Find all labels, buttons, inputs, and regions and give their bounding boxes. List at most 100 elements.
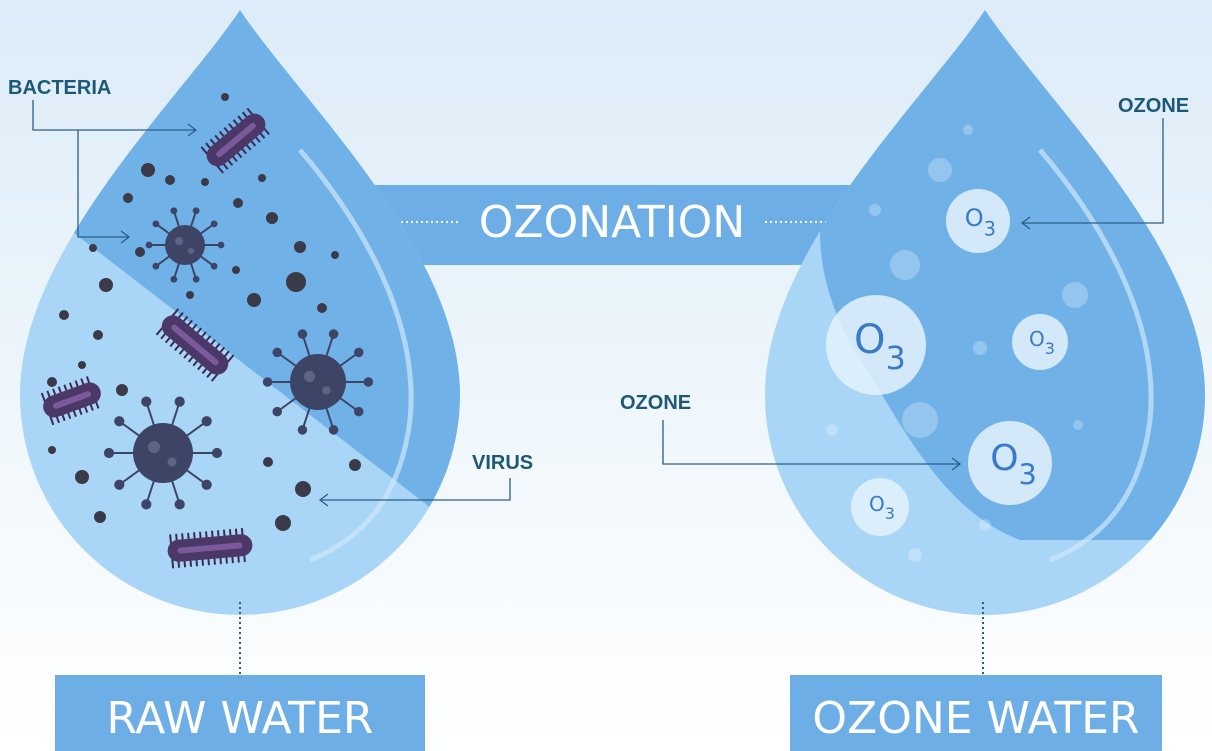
process-label: OZONATION (479, 197, 745, 248)
particle (317, 303, 327, 313)
symbol: O (965, 204, 984, 232)
small-bubble (908, 548, 922, 562)
particle (59, 310, 69, 320)
particle (99, 278, 113, 292)
virus-body (133, 423, 193, 483)
particle (294, 241, 306, 253)
particle (93, 330, 103, 340)
spike-tip (175, 499, 185, 509)
particle (247, 293, 261, 307)
small-bubble (963, 125, 973, 135)
raw-water-label: RAW WATER (106, 693, 373, 744)
body: OZONATION O3O3O3O3O3 BACTERIA VIRUS OZON… (0, 0, 1212, 751)
particle (331, 251, 339, 259)
particle (295, 481, 311, 497)
small-bubble (1073, 420, 1083, 430)
particle (165, 175, 175, 185)
spike-tip (272, 348, 282, 358)
particle (263, 457, 273, 467)
spike-tip (218, 242, 225, 249)
subscript: 3 (1045, 339, 1055, 358)
bacteria-label: BACTERIA (8, 77, 111, 99)
spike-tip (114, 416, 124, 426)
particle (123, 193, 133, 203)
small-bubble (902, 402, 938, 438)
symbol: O (1029, 327, 1045, 351)
virus-body (165, 225, 205, 265)
particle (94, 511, 106, 523)
subscript: 3 (984, 217, 996, 240)
particle (233, 198, 243, 208)
spike-tip (146, 242, 153, 249)
spike-tip (152, 263, 159, 270)
diagram: OZONATION O3O3O3O3O3 BACTERIA VIRUS OZON… (0, 0, 1212, 751)
spike-tip (329, 329, 339, 339)
subscript: 3 (885, 504, 895, 523)
symbol: O (990, 438, 1018, 479)
spike-tip (329, 425, 339, 435)
particle (116, 384, 128, 396)
particle (89, 244, 97, 252)
spike-tip (193, 276, 200, 283)
spike-tip (212, 448, 222, 458)
symbol: O (854, 317, 885, 363)
particle (141, 163, 155, 177)
particle (48, 446, 56, 454)
spike-tip (211, 263, 218, 270)
spike-tip (211, 220, 218, 227)
particle (266, 212, 278, 224)
particle (349, 459, 361, 471)
virus-spot (168, 458, 177, 467)
particle (186, 291, 194, 299)
spike-tip (202, 480, 212, 490)
small-bubble (826, 424, 838, 436)
particle (75, 470, 89, 484)
virus-spot (322, 386, 330, 394)
small-bubble (979, 519, 991, 531)
ozone-label: OZONE (620, 392, 691, 414)
subscript: 3 (885, 339, 905, 377)
spike-tip (202, 416, 212, 426)
virus-label: VIRUS (472, 452, 533, 474)
small-bubble (928, 158, 952, 182)
spike-tip (354, 348, 364, 358)
spike-tip (298, 329, 308, 339)
symbol: O (869, 492, 885, 516)
particle (275, 515, 291, 531)
spike-tip (354, 407, 364, 417)
particle (135, 247, 145, 257)
particle (221, 93, 229, 101)
small-bubble (1062, 282, 1088, 308)
virus-spot (188, 248, 194, 254)
spike-tip (141, 397, 151, 407)
particle (47, 377, 57, 387)
particle (258, 174, 266, 182)
particle (201, 178, 209, 186)
particle (286, 272, 306, 292)
ozone-label: OZONE (1118, 95, 1189, 117)
spike-tip (298, 425, 308, 435)
ozone-water-label: OZONE WATER (812, 693, 1139, 744)
small-bubble (973, 341, 987, 355)
subscript: 3 (1019, 458, 1037, 492)
virus-body (290, 354, 346, 410)
spike-tip (175, 397, 185, 407)
spike-tip (170, 276, 177, 283)
small-bubble (890, 250, 920, 280)
particle (232, 266, 240, 274)
virus-spot (148, 441, 160, 453)
small-bubble (869, 204, 881, 216)
spike-tip (193, 207, 200, 214)
spike-tip (263, 377, 273, 387)
spike-tip (170, 207, 177, 214)
particle (78, 361, 86, 369)
virus-spot (175, 237, 183, 245)
virus-spot (304, 371, 315, 382)
spike-tip (114, 480, 124, 490)
spike-tip (364, 377, 374, 387)
page: Ozonation {"labels": {"bacteria": "BACTE… (0, 0, 1212, 751)
spike-tip (152, 220, 159, 227)
spike-tip (272, 407, 282, 417)
spike-tip (141, 499, 151, 509)
spike-tip (104, 448, 114, 458)
